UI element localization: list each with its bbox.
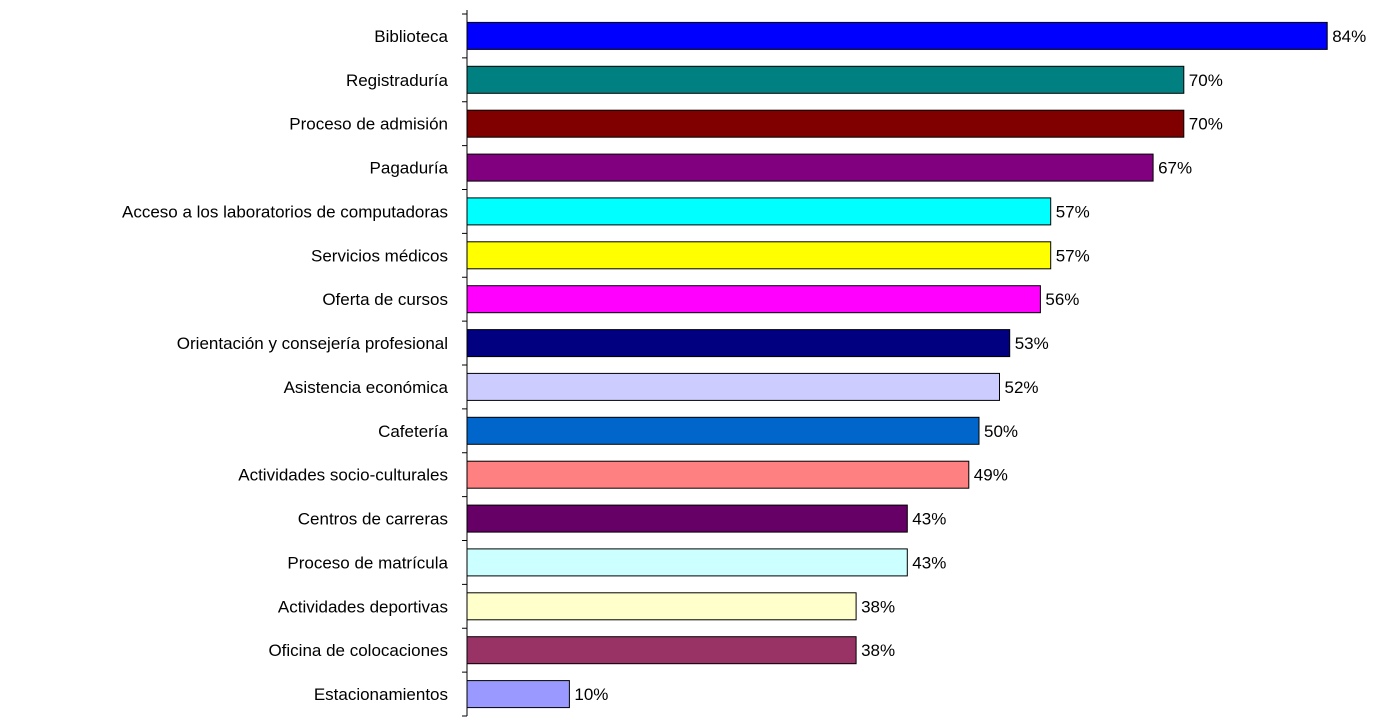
category-label: Cafetería [378, 422, 448, 441]
category-label: Proceso de matrícula [287, 553, 448, 572]
bar [466, 416, 980, 445]
bar [466, 372, 1000, 401]
value-label: 43% [912, 553, 946, 572]
value-label: 57% [1056, 246, 1090, 265]
category-label: Pagaduría [370, 159, 449, 178]
value-label: 70% [1189, 115, 1223, 134]
value-label: 49% [974, 466, 1008, 485]
bar [466, 329, 1011, 358]
category-label: Oficina de colocaciones [268, 641, 448, 660]
category-label: Actividades deportivas [278, 597, 448, 616]
bar [466, 153, 1154, 182]
bar [466, 285, 1041, 314]
value-label: 84% [1332, 27, 1366, 46]
bar [466, 548, 908, 577]
category-label: Servicios médicos [311, 246, 448, 265]
category-label: Asistencia económica [284, 378, 449, 397]
value-label: 57% [1056, 202, 1090, 221]
value-label: 56% [1045, 290, 1079, 309]
category-label: Orientación y consejería profesional [177, 334, 448, 353]
category-label: Centros de carreras [298, 510, 448, 529]
value-label: 50% [984, 422, 1018, 441]
category-label: Registraduría [346, 71, 449, 90]
bar [466, 460, 970, 489]
bar [466, 65, 1185, 94]
value-label: 10% [574, 685, 608, 704]
value-label: 38% [861, 641, 895, 660]
category-label: Biblioteca [374, 27, 448, 46]
category-label: Actividades socio-culturales [238, 466, 448, 485]
value-label: 38% [861, 597, 895, 616]
bar [466, 504, 908, 533]
value-labels: 84% 70% 70% 67% 57% 57% 56% 53% 52% 50% 49% 43% 43% 3… [574, 27, 1366, 704]
bar [466, 680, 570, 709]
bar [466, 197, 1052, 226]
value-label: 67% [1158, 159, 1192, 178]
bars-group [466, 21, 1328, 709]
value-label: 70% [1189, 71, 1223, 90]
value-label: 43% [912, 510, 946, 529]
bar [466, 21, 1328, 50]
category-label: Estacionamientos [314, 685, 448, 704]
category-label: Proceso de admisión [289, 115, 448, 134]
value-label: 52% [1005, 378, 1039, 397]
bar [466, 592, 857, 621]
bar [466, 241, 1052, 270]
bar [466, 109, 1185, 138]
category-label: Acceso a los laboratorios de computadora… [122, 202, 448, 221]
category-labels: Biblioteca Registraduría Proceso de admisi… [122, 27, 449, 704]
bar [466, 636, 857, 665]
value-label: 53% [1015, 334, 1049, 353]
category-label: Oferta de cursos [322, 290, 448, 309]
category-axis [462, 10, 468, 717]
